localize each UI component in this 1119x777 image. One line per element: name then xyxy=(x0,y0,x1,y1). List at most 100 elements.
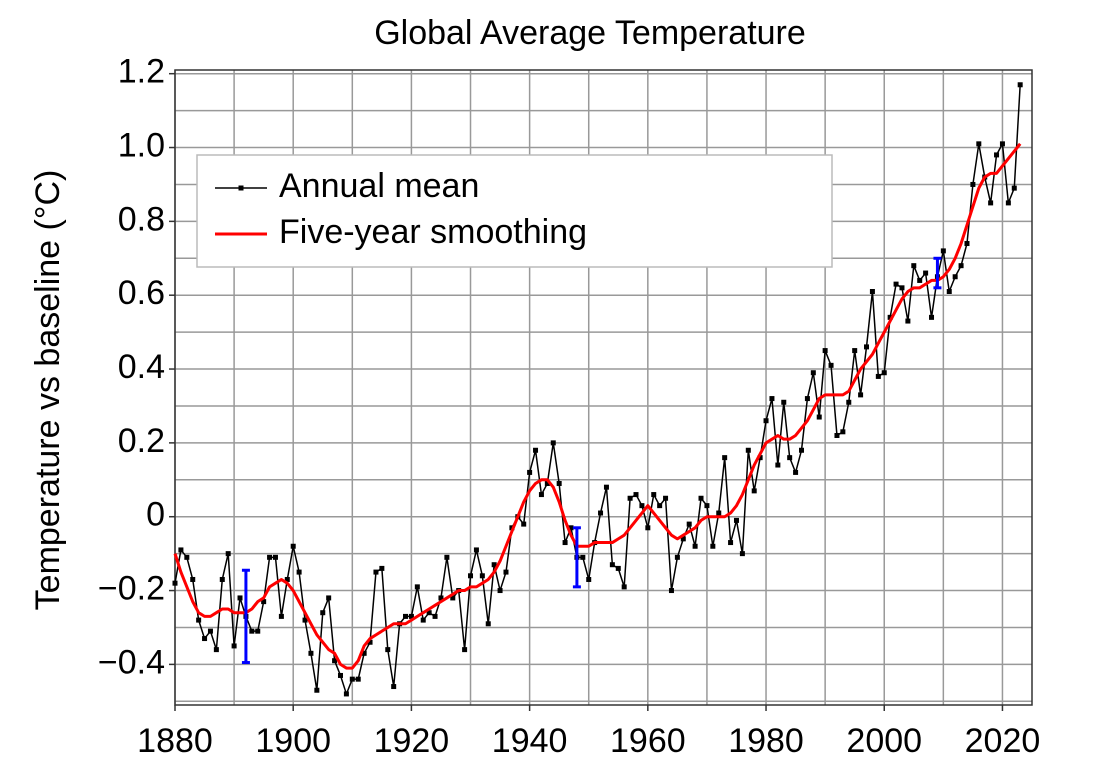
marker xyxy=(899,285,905,291)
marker xyxy=(267,554,273,560)
x-tick-label: 1920 xyxy=(374,722,450,760)
marker xyxy=(858,392,864,398)
marker xyxy=(846,399,852,405)
marker xyxy=(887,314,893,320)
y-tick-label: 1.0 xyxy=(118,127,165,165)
marker xyxy=(408,613,414,619)
marker xyxy=(290,543,296,549)
marker xyxy=(586,576,592,582)
marker xyxy=(462,647,468,653)
marker xyxy=(302,617,308,623)
marker xyxy=(343,691,349,697)
marker xyxy=(1017,82,1023,88)
legend-marker xyxy=(238,185,244,191)
marker xyxy=(231,643,237,649)
marker xyxy=(698,495,704,501)
series-line xyxy=(173,142,1022,670)
marker xyxy=(550,440,556,446)
marker xyxy=(775,462,781,468)
marker xyxy=(473,547,479,553)
marker xyxy=(728,540,734,546)
marker xyxy=(704,503,710,509)
marker xyxy=(840,429,846,435)
x-tick-label: 2020 xyxy=(965,722,1041,760)
marker xyxy=(651,492,657,498)
marker xyxy=(426,610,432,616)
marker xyxy=(609,562,615,568)
marker xyxy=(202,636,208,642)
marker xyxy=(308,650,314,656)
marker xyxy=(450,595,456,601)
marker xyxy=(828,362,834,368)
marker xyxy=(391,684,397,690)
marker xyxy=(562,540,568,546)
marker xyxy=(479,573,485,579)
marker xyxy=(722,455,728,461)
marker xyxy=(249,628,255,634)
marker xyxy=(497,588,503,594)
marker xyxy=(225,551,231,557)
marker xyxy=(946,289,952,295)
marker xyxy=(544,480,550,486)
marker xyxy=(745,447,751,453)
marker xyxy=(822,348,828,354)
marker xyxy=(929,314,935,320)
marker xyxy=(568,525,574,531)
marker xyxy=(296,569,302,575)
marker xyxy=(603,484,609,490)
y-tick-label: −0.2 xyxy=(98,570,165,608)
legend-box xyxy=(196,154,833,268)
marker xyxy=(639,503,645,509)
marker xyxy=(674,554,680,560)
marker xyxy=(261,599,267,605)
marker xyxy=(692,543,698,549)
x-tick-label: 1960 xyxy=(610,722,686,760)
y-axis-label: Temperature vs baseline (°C) xyxy=(29,170,67,611)
y-tick-label: −0.4 xyxy=(98,643,165,681)
marker xyxy=(893,281,899,287)
marker xyxy=(804,396,810,402)
marker xyxy=(964,241,970,247)
marker xyxy=(615,565,621,571)
marker xyxy=(852,348,858,354)
marker xyxy=(645,525,651,531)
marker xyxy=(716,510,722,516)
x-tick-label: 1940 xyxy=(492,722,568,760)
marker xyxy=(787,455,793,461)
marker xyxy=(769,396,775,402)
x-tick-label: 1980 xyxy=(728,722,804,760)
marker xyxy=(580,554,586,560)
marker xyxy=(284,576,290,582)
marker xyxy=(538,492,544,498)
marker xyxy=(468,573,474,579)
marker xyxy=(911,263,917,269)
marker xyxy=(1011,185,1017,191)
legend-label: Five-year smoothing xyxy=(279,213,587,251)
marker xyxy=(444,554,450,560)
marker xyxy=(680,536,686,542)
marker xyxy=(196,617,202,623)
plot-frame xyxy=(174,69,1033,706)
marker xyxy=(627,495,633,501)
marker xyxy=(763,418,769,424)
marker xyxy=(213,647,219,653)
marker xyxy=(403,613,409,619)
y-tick-label: 0 xyxy=(146,496,165,534)
marker xyxy=(420,617,426,623)
marker xyxy=(657,503,663,509)
marker xyxy=(793,469,799,475)
marker xyxy=(533,447,539,453)
marker xyxy=(527,469,533,475)
marker xyxy=(255,628,261,634)
marker xyxy=(1005,200,1011,206)
marker xyxy=(923,270,929,276)
marker xyxy=(314,687,320,693)
x-tick-label: 2000 xyxy=(846,722,922,760)
marker xyxy=(757,455,763,461)
marker xyxy=(367,639,373,645)
x-tick-label: 1880 xyxy=(137,722,213,760)
marker xyxy=(633,492,639,498)
marker xyxy=(349,676,355,682)
marker xyxy=(816,414,822,420)
